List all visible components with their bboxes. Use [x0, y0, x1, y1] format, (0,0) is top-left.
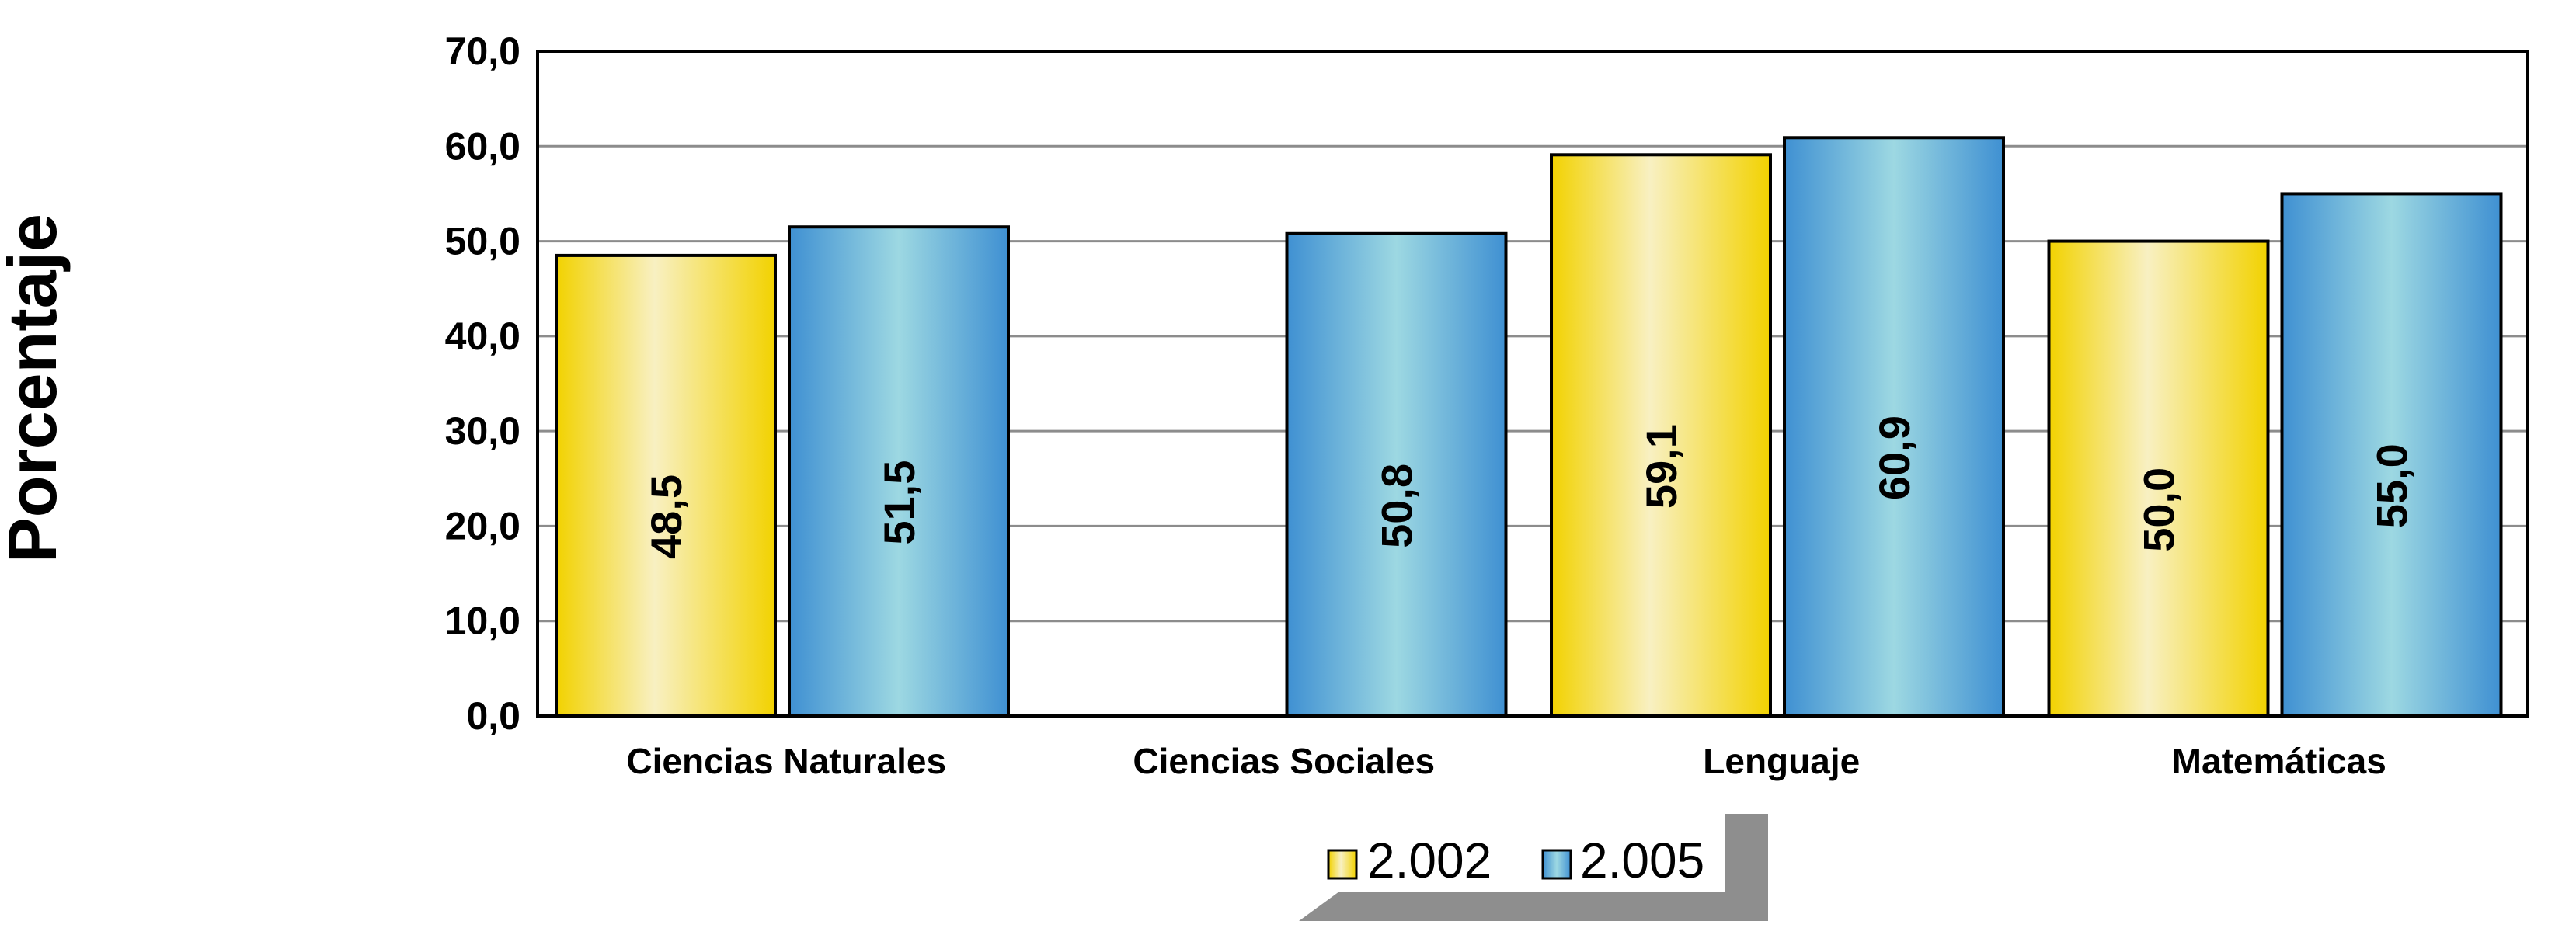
- data-label: 48,5: [642, 474, 691, 559]
- x-tick-label: Matemáticas: [2172, 741, 2386, 781]
- bars: [555, 136, 2503, 718]
- legend-swatch-2005: [1541, 849, 1572, 880]
- y-axis-tick-labels: 0,0 10,0 20,0 30,0 40,0 50,0 60,0 70,0: [445, 30, 520, 738]
- y-axis-title: Porcentaje: [0, 214, 71, 563]
- bar-ciencias-sociales-2-005: [1285, 231, 1508, 718]
- legend-swatch-2002: [1327, 849, 1358, 880]
- y-tick-label: 40,0: [445, 315, 520, 358]
- data-label: 55,0: [2368, 443, 2417, 528]
- bar-matematicas-2-002: [2047, 239, 2270, 718]
- y-tick-label: 20,0: [445, 504, 520, 547]
- legend-label-2005: 2.005: [1580, 832, 1704, 888]
- x-axis-tick-labels: Ciencias Naturales Ciencias Sociales Lengu…: [626, 741, 2386, 781]
- y-tick-label: 0,0: [466, 694, 520, 738]
- data-label: 50,8: [1373, 464, 1422, 548]
- data-labels: 48,5 51,5 50,8 59,1 60,9 50,0 55,0: [642, 415, 2417, 559]
- plot-frame: [536, 50, 2529, 718]
- bar-lenguaje-2-005: [1783, 136, 2005, 718]
- bar-lenguaje-2-002: [1550, 153, 1772, 718]
- x-tick-label: Ciencias Naturales: [626, 741, 946, 781]
- y-tick-label: 70,0: [445, 30, 520, 73]
- legend-label-2002: 2.002: [1367, 832, 1492, 888]
- data-label: 60,9: [1870, 415, 1919, 500]
- data-label: 50,0: [2135, 467, 2184, 552]
- data-label: 59,1: [1637, 424, 1686, 509]
- legend: 2.002 2.005: [1299, 814, 1768, 921]
- x-tick-label: Lenguaje: [1703, 741, 1860, 781]
- y-tick-label: 30,0: [445, 409, 520, 453]
- bar-matematicas-2-005: [2280, 192, 2503, 718]
- y-tick-label: 10,0: [445, 600, 520, 643]
- x-tick-label: Ciencias Sociales: [1133, 741, 1435, 781]
- data-label: 51,5: [875, 461, 924, 545]
- bar-ciencias-naturales-2-002: [555, 253, 777, 718]
- y-tick-label: 50,0: [445, 220, 520, 263]
- y-tick-label: 60,0: [445, 124, 520, 168]
- legend-shadow: [1299, 814, 1768, 921]
- bar-ciencias-naturales-2-005: [788, 225, 1010, 718]
